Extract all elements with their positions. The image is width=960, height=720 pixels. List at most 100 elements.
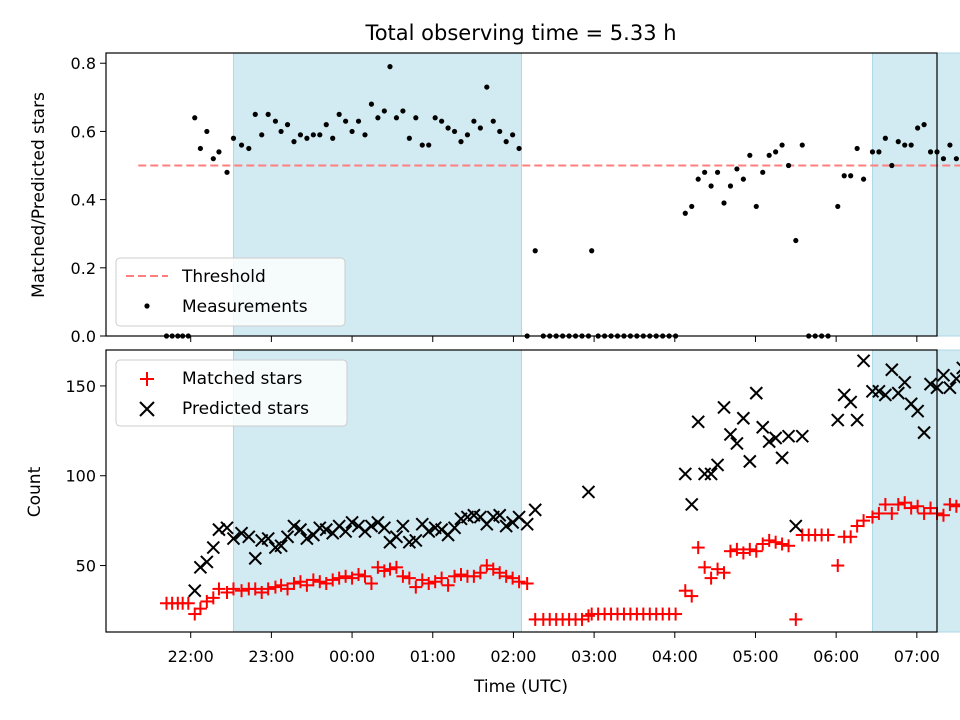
predicted-star-marker bbox=[212, 522, 226, 537]
measurement-point bbox=[497, 128, 503, 135]
matched-star-marker bbox=[917, 506, 931, 520]
measurement-point bbox=[953, 156, 959, 162]
predicted-star-marker bbox=[768, 431, 783, 445]
matched-star-marker bbox=[520, 577, 534, 591]
measurement-point bbox=[766, 152, 772, 158]
measurement-point bbox=[355, 118, 362, 124]
predicted-star-marker bbox=[878, 388, 893, 402]
predicted-star-marker bbox=[188, 583, 202, 598]
matched-star-marker bbox=[383, 562, 397, 576]
top-y-tick-label: 0.6 bbox=[71, 122, 96, 141]
measurement-point bbox=[278, 128, 284, 135]
measurement-point bbox=[490, 118, 496, 124]
matched-star-marker bbox=[685, 589, 699, 603]
matched-star-marker bbox=[949, 499, 960, 513]
matched-star-marker bbox=[226, 582, 240, 596]
matched-star-marker bbox=[898, 496, 912, 510]
predicted-star-marker bbox=[206, 540, 221, 555]
predicted-star-marker bbox=[234, 526, 249, 540]
predicted-star-marker bbox=[917, 425, 931, 440]
top-y-axis: 0.0 0.2 0.4 0.6 0.8 bbox=[71, 54, 106, 346]
predicted-star-marker bbox=[865, 384, 880, 399]
measurement-point bbox=[445, 125, 451, 131]
matched-star-marker bbox=[206, 591, 220, 605]
measurement-point bbox=[532, 248, 538, 254]
measurement-point bbox=[841, 173, 847, 179]
measurement-point bbox=[464, 132, 471, 138]
matched-star-marker bbox=[300, 578, 314, 592]
matched-star-marker bbox=[885, 506, 899, 520]
matched-star-marker bbox=[364, 577, 378, 591]
measurement-point bbox=[393, 115, 400, 121]
matched-stars-series bbox=[160, 496, 960, 626]
measurement-point bbox=[793, 237, 799, 244]
top-panel: 0.00.20.40.60.8 Matched/Predicted stars … bbox=[29, 52, 960, 346]
matched-star-marker bbox=[396, 569, 410, 583]
matched-star-marker bbox=[704, 571, 718, 585]
predicted-star-marker bbox=[850, 413, 864, 427]
predicted-star-marker bbox=[789, 519, 803, 533]
predicted-star-marker bbox=[885, 363, 899, 377]
matched-star-marker bbox=[844, 530, 858, 544]
matched-star-marker bbox=[358, 569, 372, 583]
measurement-point bbox=[947, 142, 953, 148]
predicted-star-marker bbox=[717, 400, 731, 415]
predicted-star-marker bbox=[831, 413, 845, 427]
bottom-x-axis: 22:00 23:00 00:00 01:00 02:00 03:00 04:00 05:00… bbox=[168, 632, 940, 666]
measurement-point bbox=[721, 200, 727, 206]
bottom-y-tick-label: 100 bbox=[65, 467, 96, 486]
measurement-point bbox=[740, 176, 746, 182]
predicted-stars-series bbox=[188, 354, 960, 598]
x-tick-label: 01:00 bbox=[410, 647, 456, 666]
predicted-star-marker bbox=[220, 521, 234, 535]
predicted-star-marker bbox=[756, 420, 770, 434]
matched-star-marker bbox=[473, 566, 487, 580]
measurement-point bbox=[876, 149, 882, 155]
measurement-point bbox=[368, 101, 375, 107]
matched-star-marker bbox=[924, 501, 938, 515]
measurement-point bbox=[349, 128, 355, 135]
measurements-legend-label: Measurements bbox=[182, 297, 308, 317]
top-y-axis-label: Matched/Predicted stars bbox=[29, 92, 49, 298]
measurement-point bbox=[895, 139, 901, 145]
matched-star-marker bbox=[911, 499, 925, 513]
matched-star-marker bbox=[878, 497, 892, 511]
measurement-point bbox=[908, 142, 914, 148]
measurement-point bbox=[400, 108, 406, 114]
predicted-star-marker bbox=[280, 530, 295, 544]
x-tick-label: 00:00 bbox=[329, 647, 375, 666]
predicted-star-marker bbox=[226, 531, 241, 546]
measurement-point bbox=[284, 122, 291, 128]
measurement-point bbox=[230, 135, 237, 141]
measurement-point bbox=[714, 169, 721, 175]
matched-star-marker bbox=[377, 564, 391, 578]
measurement-point bbox=[510, 132, 516, 138]
predicted-star-marker bbox=[856, 354, 871, 368]
predicted-star-marker bbox=[520, 517, 534, 531]
measurement-point bbox=[439, 118, 445, 124]
matched-star-marker bbox=[749, 544, 763, 558]
bottom-plot-frame bbox=[105, 349, 938, 633]
x-tick-label: 03:00 bbox=[571, 647, 617, 666]
matched-star-marker bbox=[782, 539, 796, 553]
matched-star-marker bbox=[581, 609, 595, 623]
matched-star-marker bbox=[448, 569, 462, 583]
measurement-point bbox=[432, 115, 438, 121]
predicted-star-marker bbox=[293, 522, 308, 537]
measurement-point bbox=[477, 125, 483, 131]
bottom-y-axis: 50 100 150 bbox=[65, 377, 106, 576]
predicted-star-marker bbox=[678, 467, 692, 481]
x-tick-label: 04:00 bbox=[652, 647, 698, 666]
chart-title: Total observing time = 5.33 h bbox=[364, 21, 676, 45]
predicted-star-marker bbox=[949, 372, 960, 386]
matched-star-marker bbox=[904, 501, 918, 515]
predicted-star-marker bbox=[396, 519, 410, 533]
predicted-star-marker bbox=[422, 524, 436, 539]
matched-star-marker bbox=[512, 575, 526, 589]
measurement-point bbox=[869, 149, 876, 155]
measurement-point bbox=[902, 142, 908, 148]
measurement-point bbox=[889, 162, 895, 169]
predicted-star-marker bbox=[749, 386, 763, 400]
measurement-point bbox=[297, 132, 304, 138]
matched-star-marker bbox=[775, 537, 789, 551]
